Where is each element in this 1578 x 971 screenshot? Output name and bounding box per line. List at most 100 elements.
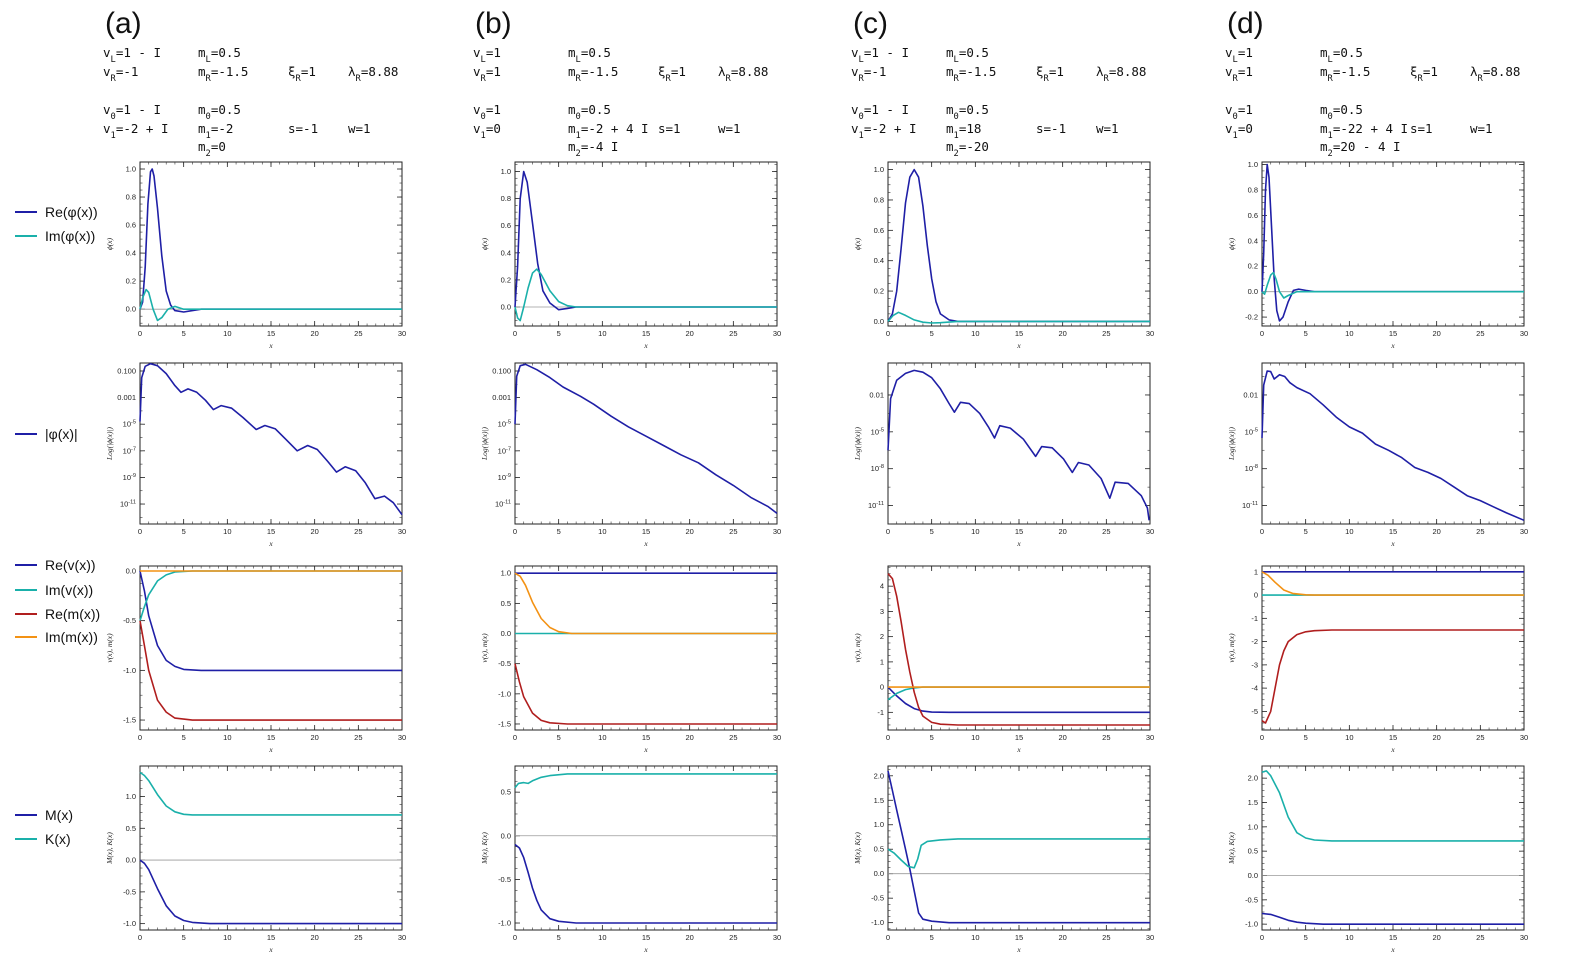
series-line: [887, 686, 1150, 701]
x-tick-label: 15: [642, 329, 650, 338]
y-tick-label: 0.2: [874, 287, 884, 296]
y-tick-label: 0.4: [501, 248, 511, 257]
parameter-value: λR=8.88: [348, 64, 398, 84]
y-tick-label: -4: [1251, 684, 1258, 693]
x-axis-label: x: [1390, 539, 1395, 548]
plot-frame: [887, 362, 1151, 525]
parameter-value: vL=1: [1225, 45, 1253, 65]
parameter-value: s=-1: [288, 121, 318, 136]
x-axis-label: x: [1390, 341, 1395, 350]
y-tick-label: 0.6: [126, 221, 136, 230]
parameter-value: m1=18: [946, 121, 981, 141]
x-tick-label: 5: [557, 527, 561, 536]
y-tick-label: 0.5: [1248, 847, 1258, 856]
series-line: [887, 311, 1150, 324]
parameter-value: vR=-1: [851, 64, 886, 84]
y-tick-label: 1.0: [874, 820, 884, 829]
plot-frame: [514, 161, 778, 327]
parameter-value: mR=-1.5: [568, 64, 618, 84]
parameter-value: s=1: [658, 121, 681, 136]
x-tick-label: 0: [138, 527, 142, 536]
x-tick-label: 25: [729, 733, 737, 742]
y-tick-label: 0.8: [501, 194, 511, 203]
x-axis-label: x: [643, 539, 648, 548]
x-tick-label: 5: [1304, 329, 1308, 338]
panel-header: (a) vL=1 - I mL=0.5 vR=-1 mR=-1.5 ξR=1 λR=8.88…: [103, 7, 398, 159]
x-axis-label: x: [643, 341, 648, 350]
x-tick-label: 25: [729, 527, 737, 536]
y-tick-label: 0: [880, 683, 884, 692]
y-tick-label: 0.5: [126, 824, 136, 833]
y-tick-label: 0.0: [126, 856, 136, 865]
y-tick-label: 10-11: [1242, 501, 1258, 510]
y-tick-label: 0.0: [1248, 287, 1258, 296]
y-tick-label: 0.8: [126, 193, 136, 202]
plot-frame: [514, 362, 778, 525]
panel-header: (c) vL=1 - I mL=0.5 vR=-1 mR=-1.5 ξR=1 λR=8.88…: [851, 7, 1146, 159]
y-tick-label: 10-8: [1245, 464, 1258, 473]
x-tick-label: 10: [598, 527, 606, 536]
y-tick-label: -0.5: [123, 616, 136, 625]
plot-frame: [139, 161, 403, 327]
y-tick-label: 10-8: [871, 464, 884, 473]
x-tick-label: 15: [642, 933, 650, 942]
y-tick-label: 1.0: [501, 167, 511, 176]
x-minor-ticks: [1261, 162, 1525, 326]
y-tick-label: 0.8: [1248, 185, 1258, 194]
x-tick-label: 0: [886, 733, 890, 742]
plot-frame: [139, 765, 403, 931]
x-tick-label: 30: [1146, 329, 1154, 338]
x-tick-label: 10: [223, 933, 231, 942]
parameter-value: v0=1: [473, 102, 501, 122]
series-line: [514, 572, 777, 635]
x-tick-label: 0: [886, 329, 890, 338]
y-tick-label: 0.0: [501, 831, 511, 840]
x-tick-label: 5: [557, 733, 561, 742]
x-axis-label: x: [1016, 539, 1021, 548]
y-minor-ticks: [140, 570, 402, 721]
legend-label: Im(v(x)): [45, 582, 93, 598]
parameter-value: s=1: [1410, 121, 1433, 136]
y-minor-ticks: [515, 770, 777, 924]
panel-label: (a): [105, 7, 142, 40]
parameter-value: v1=-2 + I: [103, 121, 169, 141]
y-axis-label: ϕ(x): [853, 237, 862, 250]
y-tick-label: 0.5: [874, 845, 884, 854]
y-axis-label: Log(|ϕ(x)|): [105, 427, 114, 461]
y-axis-label: ϕ(x): [105, 237, 114, 250]
y-minor-ticks: [1262, 164, 1524, 324]
y-tick-label: 0.5: [501, 599, 511, 608]
x-tick-label: 20: [1058, 933, 1066, 942]
series-line: [887, 369, 1150, 521]
y-axis-label: v(x), m(x): [1227, 633, 1236, 663]
plot-panel: 0 5 10 15 20 25 30 0.5 0.0 -0.5 -1.0 x M(x), K(x): [480, 765, 781, 954]
y-axis-label: v(x), m(x): [853, 633, 862, 663]
panel-label: (b): [475, 7, 512, 40]
x-tick-label: 30: [1146, 933, 1154, 942]
x-tick-label: 5: [182, 329, 186, 338]
parameter-value: w=1: [718, 121, 741, 136]
x-tick-label: 15: [1389, 527, 1397, 536]
y-tick-label: 1.5: [1248, 798, 1258, 807]
parameter-value: m2=-4 I: [568, 139, 618, 159]
parameter-value: mL=0.5: [568, 45, 611, 65]
y-tick-label: -0.2: [1245, 313, 1258, 322]
x-minor-ticks: [887, 363, 1151, 524]
x-tick-label: 5: [182, 527, 186, 536]
x-tick-label: 30: [1146, 527, 1154, 536]
x-tick-label: 10: [971, 527, 979, 536]
x-tick-label: 30: [1520, 933, 1528, 942]
plot-frame: [887, 565, 1151, 731]
y-tick-label: 1.0: [501, 569, 511, 578]
x-tick-label: 20: [685, 329, 693, 338]
x-tick-label: 25: [1102, 933, 1110, 942]
x-tick-label: 20: [685, 933, 693, 942]
x-tick-label: 5: [930, 933, 934, 942]
x-tick-label: 10: [598, 933, 606, 942]
x-minor-ticks: [1261, 766, 1525, 930]
series-line: [887, 168, 1150, 323]
series-line: [139, 620, 402, 721]
x-tick-label: 25: [1102, 329, 1110, 338]
y-tick-label: 10-11: [120, 500, 136, 509]
x-tick-label: 5: [1304, 933, 1308, 942]
